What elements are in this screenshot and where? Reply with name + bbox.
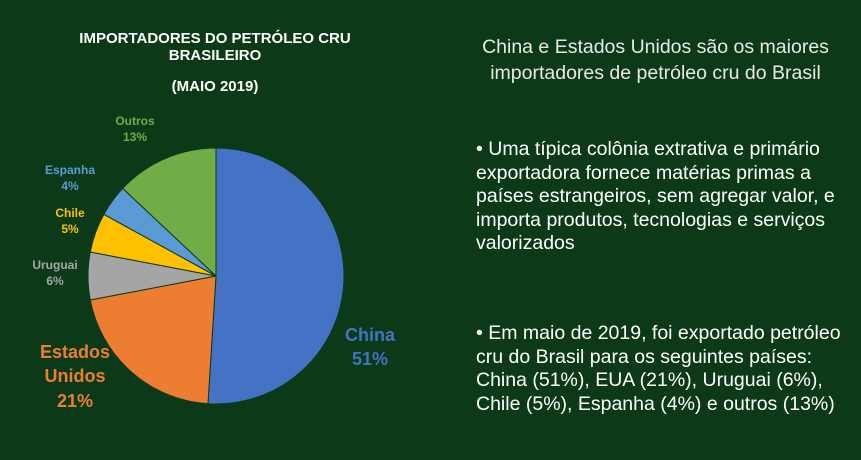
slice-label: Espanha <box>44 163 95 177</box>
heading: China e Estados Unidos são os maiores im… <box>482 36 829 84</box>
pie-slice <box>121 147 217 278</box>
chart-title: IMPORTADORES DO PETRÓLEO CRU BRASILEIRO <box>79 30 351 64</box>
slice-value-label: 4% <box>61 179 79 193</box>
slice-value-label: 21% <box>56 391 94 411</box>
slice-value-label: 6% <box>46 274 64 288</box>
slice-label: Estados Unidos <box>39 342 111 387</box>
slice-value-label: 5% <box>61 222 79 236</box>
chart-subtitle: (MAIO 2019) <box>171 78 259 95</box>
slice-label: Uruguai <box>32 258 78 272</box>
bullet: Em maio de 2019, foi exportado petróleo … <box>476 322 851 416</box>
slice-value-label: 51% <box>351 349 389 369</box>
pie-slice <box>207 147 345 405</box>
slice-label: China <box>344 325 395 345</box>
pie-slice <box>89 275 217 405</box>
bullet: Uma típica colônia extrativa e primário … <box>476 138 851 256</box>
slice-label: Outros <box>115 114 155 128</box>
slice-label: Chile <box>55 206 85 220</box>
slice-value-label: 13% <box>122 130 148 144</box>
